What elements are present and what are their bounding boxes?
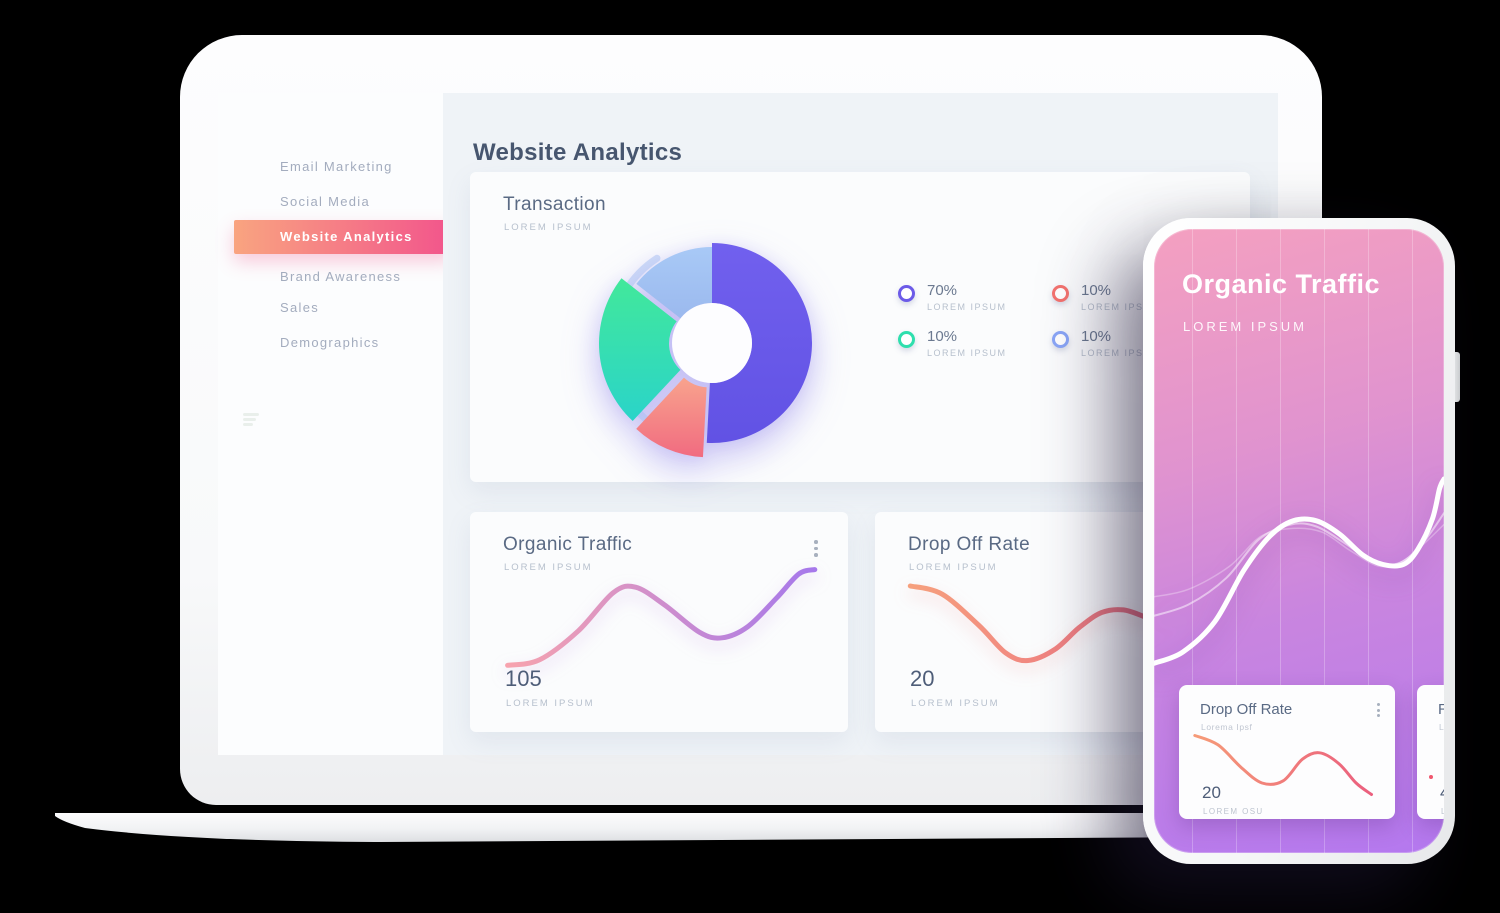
phone-partial-subtitle: Lo — [1439, 722, 1444, 732]
transaction-card-subtitle: LOREM IPSUM — [504, 222, 593, 233]
legend-item-blue: 10% LOREM IPSUM — [1052, 328, 1206, 374]
legend-value: 70% — [927, 282, 958, 299]
legend-item-salmon: 10% LOREM IPSUM — [1052, 282, 1206, 328]
phone-drop-value-label: LOREM OSU — [1203, 807, 1264, 816]
organic-traffic-line-chart — [505, 567, 818, 668]
sidebar-item-email-marketing[interactable]: Email Marketing — [280, 159, 393, 174]
drop-off-rate-value-label: LOREM IPSUM — [911, 698, 1000, 709]
phone-organic-traffic-wave-chart — [1154, 476, 1444, 666]
donut-legend: 70% LOREM IPSUM 10% LOREM IPSUM — [898, 282, 1206, 374]
transaction-donut-chart — [599, 243, 812, 458]
legend-label: LOREM IPSUM — [927, 302, 1007, 312]
phone-mockup: Organic Traffic LOREM IPSUM Drop Off Rat… — [1143, 218, 1460, 864]
page-title: Website Analytics — [473, 139, 683, 167]
filter-menu-icon[interactable] — [243, 413, 259, 426]
sidebar: Email Marketing Social Media Website Ana… — [218, 93, 453, 755]
sidebar-item-social-media[interactable]: Social Media — [280, 194, 371, 209]
legend-value: 10% — [1081, 328, 1112, 345]
legend-ring-icon — [1052, 285, 1069, 302]
phone-drop-off-rate-card: Drop Off Rate Lorema Ipsf 20 LOREM OSU — [1179, 685, 1395, 819]
sidebar-item-website-analytics[interactable]: Website Analytics — [234, 220, 453, 254]
organic-traffic-title: Organic Traffic — [503, 534, 633, 555]
dashboard-main: Website Analytics Transaction LOREM IPSU… — [443, 93, 1278, 755]
phone-partial-value: 4 — [1440, 783, 1444, 803]
legend-label: LOREM IPSUM — [1081, 348, 1161, 358]
phone-partial-title: R — [1438, 701, 1444, 718]
phone-screen: Organic Traffic LOREM IPSUM Drop Off Rat… — [1154, 229, 1444, 853]
legend-value: 10% — [1081, 282, 1112, 299]
phone-page-title: Organic Traffic — [1182, 269, 1381, 299]
sidebar-item-demographics[interactable]: Demographics — [280, 335, 380, 350]
organic-traffic-value: 105 — [505, 666, 542, 691]
phone-drop-value: 20 — [1202, 783, 1221, 802]
drop-off-rate-title: Drop Off Rate — [908, 534, 1031, 555]
legend-ring-icon — [898, 285, 915, 302]
legend-value: 10% — [927, 328, 958, 345]
phone-drop-line-chart — [1193, 734, 1373, 796]
phone-partial-card: R Lo 4 LO — [1417, 685, 1444, 819]
phone-page-subtitle: LOREM IPSUM — [1183, 319, 1308, 334]
legend-item-green: 10% LOREM IPSUM — [898, 328, 1052, 374]
drop-off-rate-subtitle: LOREM IPSUM — [909, 562, 998, 573]
sidebar-item-brand-awareness[interactable]: Brand Awareness — [280, 269, 402, 284]
drop-off-rate-line-chart — [907, 583, 1149, 664]
organic-traffic-subtitle: LOREM IPSUM — [504, 562, 593, 573]
transaction-card: Transaction LOREM IPSUM 70% LOREM IPSUM — [470, 172, 1250, 482]
legend-label: LOREM IPSUM — [1081, 302, 1161, 312]
drop-off-rate-value: 20 — [910, 666, 935, 691]
phone-drop-title: Drop Off Rate — [1200, 701, 1293, 718]
kebab-menu-icon[interactable] — [1377, 703, 1381, 720]
phone-drop-subtitle: Lorema Ipsf — [1201, 722, 1253, 732]
sidebar-item-sales[interactable]: Sales — [280, 300, 320, 315]
organic-traffic-card: Organic Traffic LOREM IPSUM 105 LOREM IP… — [470, 512, 848, 732]
laptop-base — [55, 813, 1333, 842]
organic-traffic-value-label: LOREM IPSUM — [506, 698, 595, 709]
phone-side-button[interactable] — [1455, 352, 1460, 402]
kebab-menu-icon[interactable] — [814, 540, 818, 560]
legend-label: LOREM IPSUM — [927, 348, 1007, 358]
legend-item-purple: 70% LOREM IPSUM — [898, 282, 1052, 328]
legend-ring-icon — [1052, 331, 1069, 348]
laptop-screen: Email Marketing Social Media Website Ana… — [218, 93, 1278, 755]
legend-ring-icon — [898, 331, 915, 348]
transaction-card-title: Transaction — [503, 194, 606, 215]
red-dot-marker — [1429, 775, 1433, 779]
phone-partial-value-label: LO — [1441, 807, 1444, 816]
